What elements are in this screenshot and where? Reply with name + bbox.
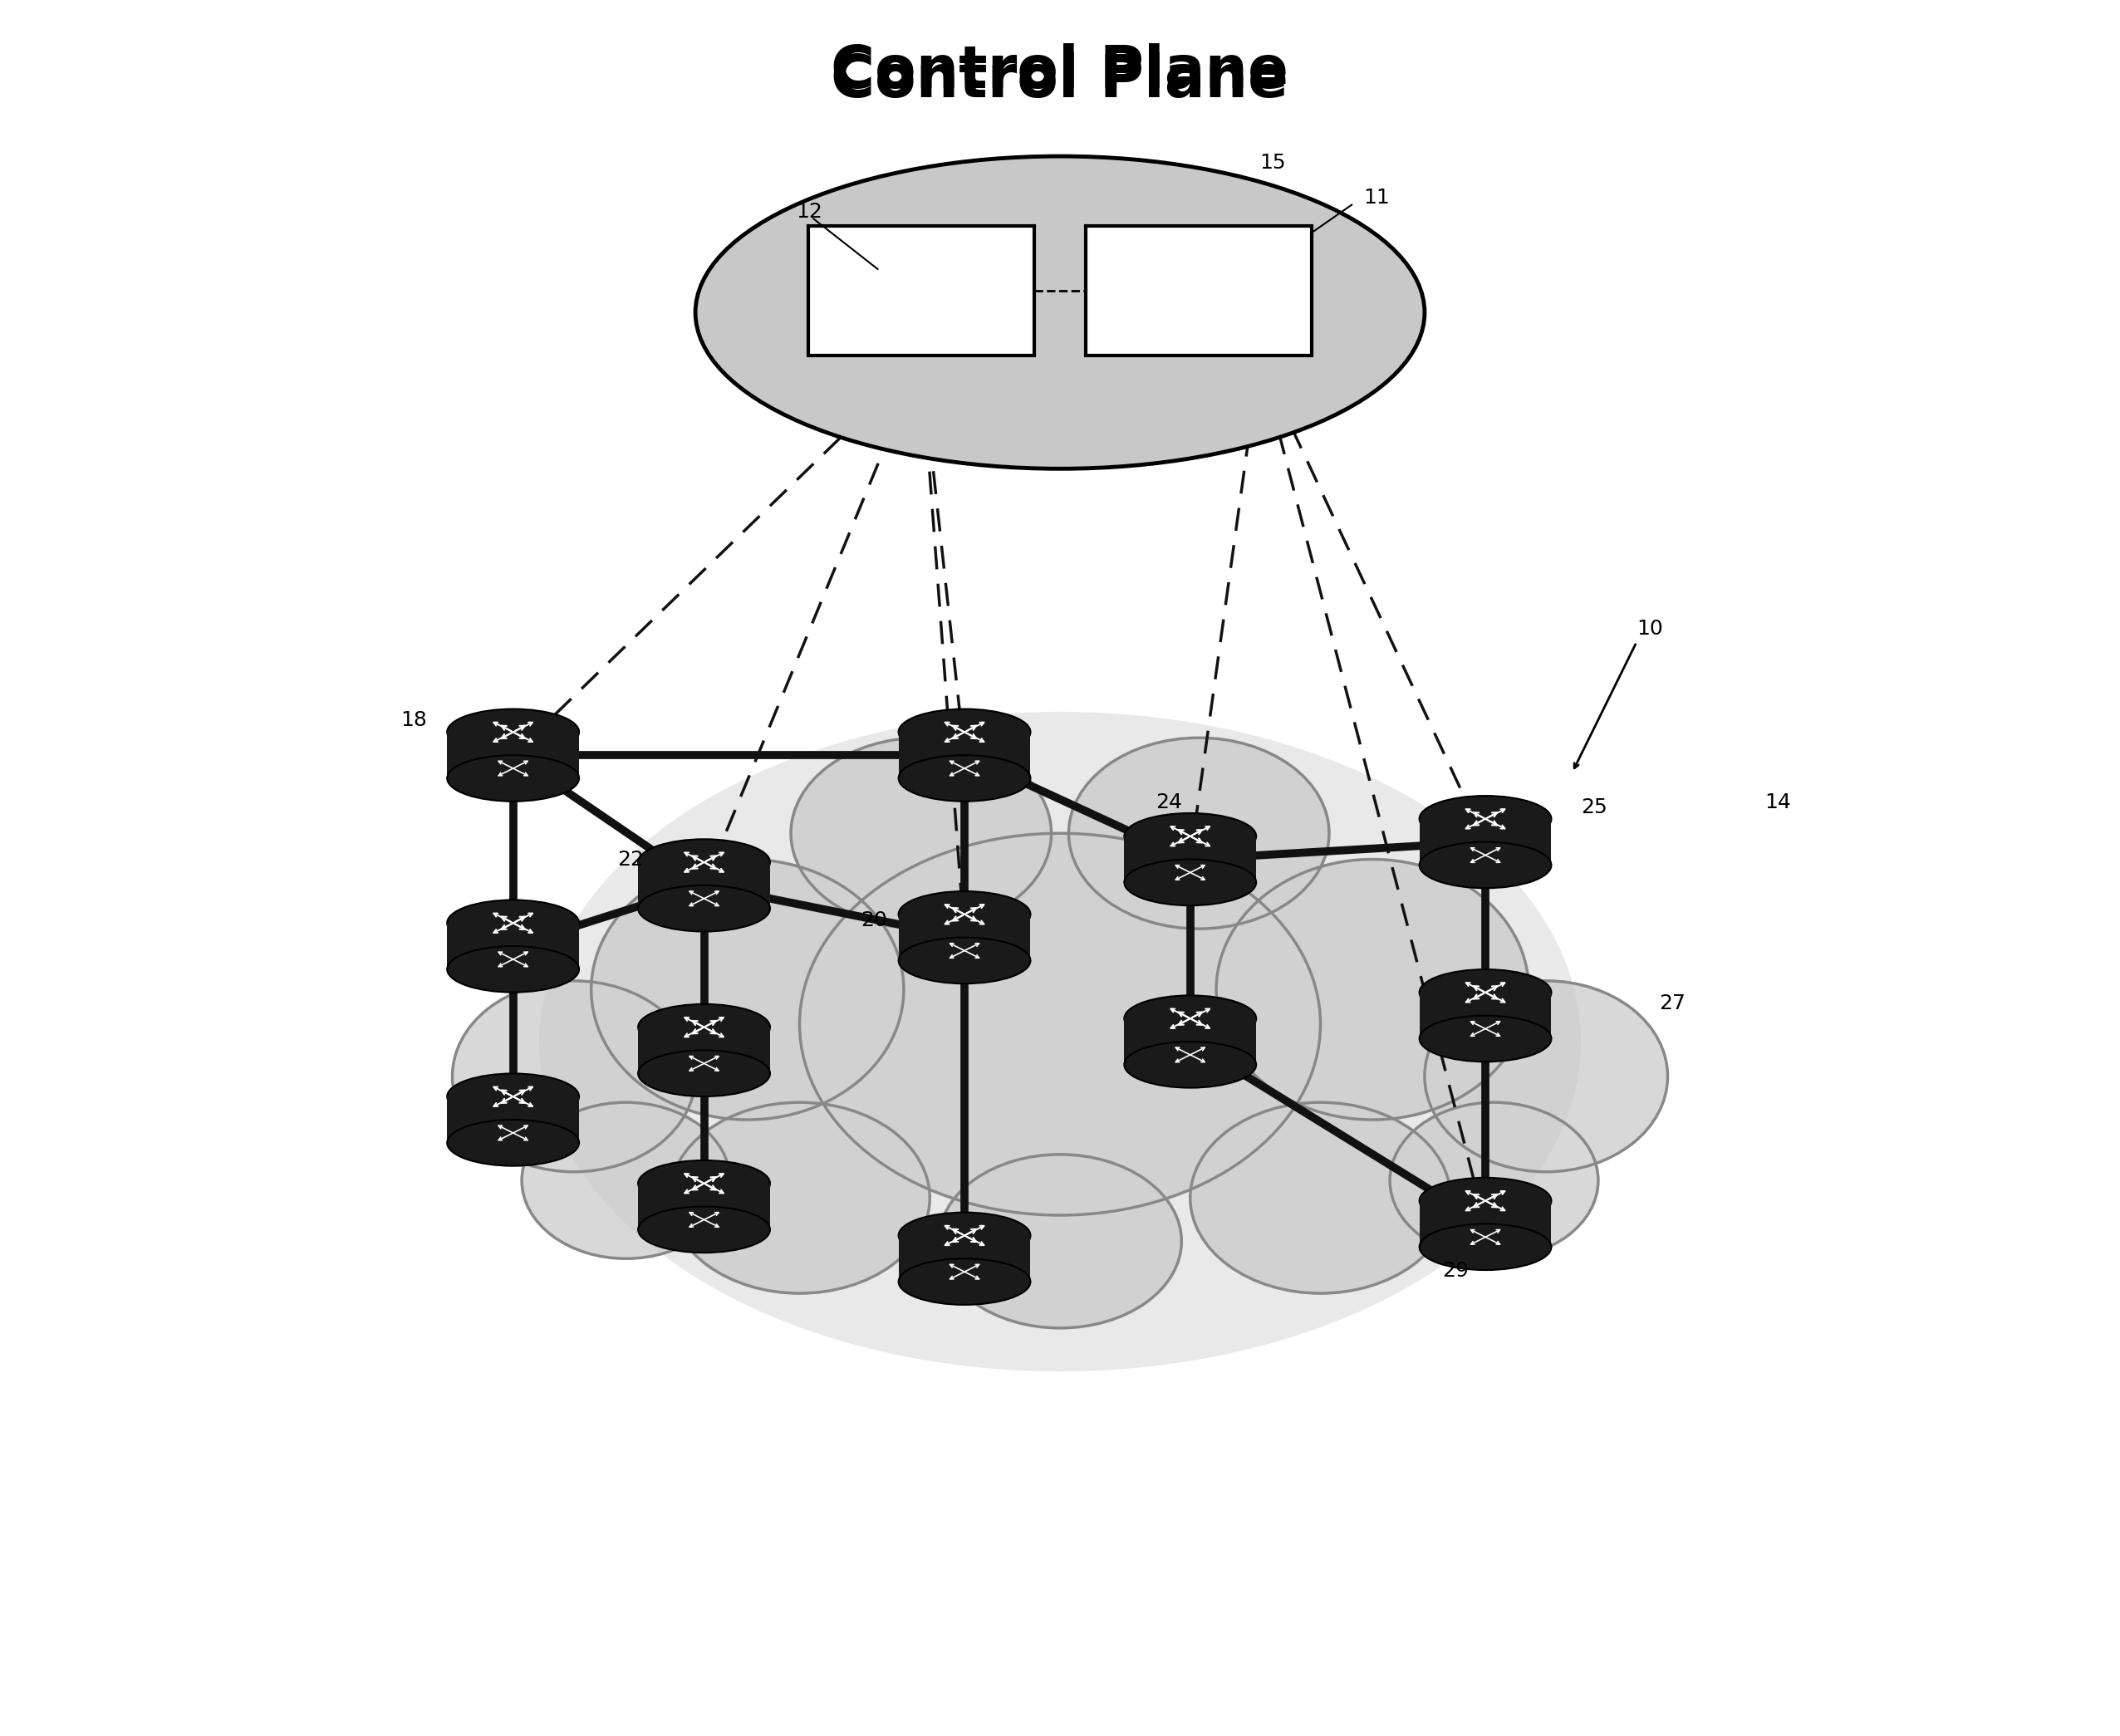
Text: Control Plane: Control Plane: [831, 43, 1289, 101]
Text: 29: 29: [1442, 1260, 1469, 1281]
FancyBboxPatch shape: [899, 733, 1030, 778]
Ellipse shape: [939, 1154, 1181, 1328]
Ellipse shape: [447, 899, 579, 946]
Ellipse shape: [1068, 738, 1329, 929]
Ellipse shape: [1124, 1042, 1257, 1088]
Ellipse shape: [452, 981, 695, 1172]
Text: 24: 24: [1155, 792, 1183, 812]
Ellipse shape: [899, 755, 1030, 802]
Ellipse shape: [638, 1050, 770, 1097]
Ellipse shape: [670, 1102, 931, 1293]
Ellipse shape: [1124, 995, 1257, 1042]
Ellipse shape: [1420, 1177, 1552, 1224]
FancyBboxPatch shape: [1124, 837, 1257, 882]
Ellipse shape: [1391, 1102, 1598, 1259]
Ellipse shape: [899, 708, 1030, 755]
FancyBboxPatch shape: [447, 924, 579, 969]
FancyBboxPatch shape: [1420, 819, 1552, 865]
Ellipse shape: [1420, 969, 1552, 1016]
Ellipse shape: [1124, 859, 1257, 906]
Ellipse shape: [591, 859, 903, 1120]
FancyBboxPatch shape: [899, 915, 1030, 960]
Ellipse shape: [522, 1102, 729, 1259]
FancyBboxPatch shape: [1420, 993, 1552, 1038]
Ellipse shape: [1124, 812, 1257, 859]
Text: 25: 25: [1582, 797, 1607, 818]
FancyBboxPatch shape: [808, 226, 1035, 356]
Ellipse shape: [1189, 1102, 1450, 1293]
Ellipse shape: [447, 1073, 579, 1120]
Text: 27: 27: [1660, 993, 1685, 1014]
FancyBboxPatch shape: [1124, 1019, 1257, 1064]
Ellipse shape: [1420, 842, 1552, 889]
FancyBboxPatch shape: [638, 863, 770, 908]
Text: 15: 15: [1259, 153, 1287, 174]
Ellipse shape: [638, 1207, 770, 1253]
Ellipse shape: [447, 946, 579, 993]
Ellipse shape: [695, 156, 1425, 469]
Text: 10: 10: [1637, 618, 1662, 639]
Ellipse shape: [799, 833, 1321, 1215]
Ellipse shape: [1420, 795, 1552, 842]
Text: 11: 11: [1363, 187, 1391, 208]
Ellipse shape: [1420, 1224, 1552, 1271]
Ellipse shape: [447, 708, 579, 755]
Text: 12: 12: [797, 201, 823, 222]
Text: Control Plane: Control Plane: [831, 52, 1289, 109]
Ellipse shape: [899, 937, 1030, 984]
FancyBboxPatch shape: [447, 1097, 579, 1142]
Ellipse shape: [638, 1003, 770, 1050]
Ellipse shape: [1420, 1016, 1552, 1062]
Ellipse shape: [447, 1120, 579, 1167]
Text: 20: 20: [861, 910, 886, 930]
FancyBboxPatch shape: [899, 1236, 1030, 1281]
Text: 22: 22: [617, 849, 644, 870]
Ellipse shape: [899, 1259, 1030, 1305]
Ellipse shape: [899, 891, 1030, 937]
FancyBboxPatch shape: [638, 1028, 770, 1073]
Ellipse shape: [899, 1212, 1030, 1259]
FancyBboxPatch shape: [1420, 1201, 1552, 1246]
Ellipse shape: [791, 738, 1052, 929]
Ellipse shape: [447, 755, 579, 802]
Ellipse shape: [1425, 981, 1668, 1172]
FancyBboxPatch shape: [447, 733, 579, 778]
Ellipse shape: [638, 838, 770, 885]
FancyBboxPatch shape: [638, 1184, 770, 1229]
Ellipse shape: [1217, 859, 1529, 1120]
Text: 18: 18: [401, 710, 426, 731]
Ellipse shape: [638, 885, 770, 932]
Ellipse shape: [638, 1160, 770, 1207]
FancyBboxPatch shape: [1085, 226, 1312, 356]
Text: 14: 14: [1764, 792, 1791, 812]
Ellipse shape: [538, 712, 1582, 1371]
